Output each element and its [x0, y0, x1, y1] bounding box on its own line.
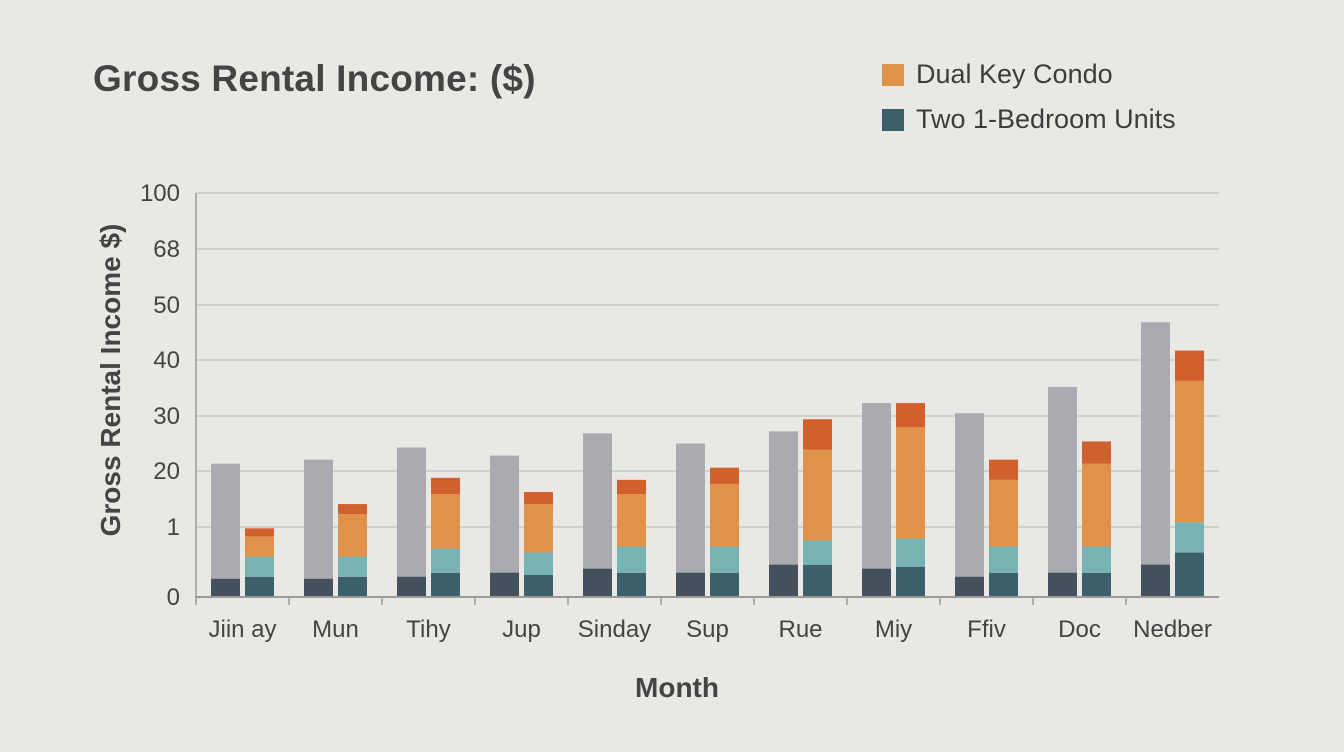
bar-orange-cap [1175, 350, 1204, 381]
bar-teal-segment [338, 556, 367, 577]
y-tick-label: 20 [153, 458, 180, 485]
bar-two-units [524, 574, 553, 597]
bar-dual-key [710, 483, 739, 547]
legend-item-two-units: Two 1-Bedroom Units [882, 97, 1176, 142]
bar-two-units [338, 576, 367, 597]
x-tick-label: Doc [1058, 616, 1101, 643]
bar-dual-key [524, 504, 553, 553]
bar-orange-cap [803, 419, 832, 450]
legend-label-dual-key: Dual Key Condo [916, 59, 1113, 89]
bar-dual-key [989, 479, 1018, 547]
gray-bar [211, 463, 240, 597]
y-tick-label: 40 [153, 347, 180, 374]
bar-two-units [617, 572, 646, 597]
legend-item-dual-key: Dual Key Condo [882, 52, 1176, 97]
gray-bar-base [955, 576, 984, 597]
gray-bar-base [211, 578, 240, 597]
y-tick-label: 1 [167, 514, 180, 541]
bar-two-units [989, 572, 1018, 597]
gray-bar [862, 403, 891, 597]
bar-orange-cap [617, 479, 646, 494]
bar-two-units [710, 572, 739, 597]
y-tick-label: 0 [167, 584, 180, 611]
gray-bar [1141, 322, 1170, 597]
bar-two-units [1175, 552, 1204, 597]
bar-dual-key [431, 493, 460, 549]
bar-teal-segment [803, 540, 832, 565]
x-tick-label: Jup [502, 616, 541, 643]
x-tick-label: Sup [686, 616, 729, 643]
bar-orange-cap [245, 528, 274, 537]
gray-bar-base [1141, 564, 1170, 597]
bar-teal-segment [431, 548, 460, 573]
bar-two-units [896, 566, 925, 597]
bar-orange-cap [896, 403, 925, 428]
gray-bar [304, 459, 333, 597]
bar-two-units [1082, 572, 1111, 597]
bar-teal-segment [896, 538, 925, 567]
legend: Dual Key Condo Two 1-Bedroom Units [882, 52, 1176, 142]
gray-bar-base [490, 572, 519, 597]
bar-teal-segment [989, 546, 1018, 573]
x-tick-label: Mun [312, 616, 359, 643]
x-tick-label: Miy [875, 616, 912, 643]
bar-dual-key [338, 514, 367, 557]
x-tick-label: Ffiv [967, 616, 1006, 643]
x-tick-label: Jiin ay [208, 616, 276, 643]
gray-bar [955, 413, 984, 597]
y-tick-label: 100 [140, 180, 180, 207]
gray-bar [397, 447, 426, 597]
bar-two-units [803, 564, 832, 597]
bar-two-units [245, 576, 274, 597]
bar-teal-segment [617, 546, 646, 573]
gray-bar-base [304, 578, 333, 597]
chart-title: Gross Rental Income: ($) [93, 58, 536, 99]
bar-dual-key [803, 449, 832, 541]
bar-teal-segment [1082, 546, 1111, 573]
x-axis: Jiin ay Mun Tihy Jup Sinday Sup Rue Miy Ffiv Doc N… [195, 193, 1219, 643]
bar-orange-cap [431, 477, 460, 494]
gray-bar-base [1048, 572, 1077, 597]
y-tick-label: 50 [153, 292, 180, 319]
y-axis-label: Gross Rental Income $) [95, 224, 126, 537]
bar-dual-key [1082, 463, 1111, 547]
bar-two-units [431, 572, 460, 597]
gray-bar-base [862, 568, 891, 597]
gray-bar [1048, 386, 1077, 597]
gray-bar-base [583, 568, 612, 597]
legend-swatch-two-units [882, 108, 904, 131]
bar-teal-segment [245, 556, 274, 577]
x-tick-label: Tihy [406, 616, 450, 643]
y-tick-label: 68 [153, 236, 180, 263]
x-tick-label: Sinday [578, 616, 651, 643]
legend-label-two-units: Two 1-Bedroom Units [916, 104, 1176, 134]
y-tick-label: 30 [153, 403, 180, 430]
bar-orange-cap [1082, 441, 1111, 464]
bar-dual-key [245, 536, 274, 557]
bar-teal-segment [524, 552, 553, 575]
x-tick-label: Nedber [1133, 616, 1212, 643]
bar-teal-segment [1175, 522, 1204, 553]
bar-dual-key [617, 493, 646, 547]
bar-orange-cap [338, 504, 367, 515]
x-axis-label: Month [635, 672, 719, 703]
bars [211, 322, 1204, 597]
gray-bar [676, 443, 705, 597]
gray-bar-base [676, 572, 705, 597]
legend-swatch-dual-key [882, 63, 904, 86]
bar-orange-cap [989, 459, 1018, 480]
bar-dual-key [896, 427, 925, 539]
gray-bar-base [769, 564, 798, 597]
bar-teal-segment [710, 546, 739, 573]
x-tick-label: Rue [778, 616, 822, 643]
bar-orange-cap [710, 467, 739, 484]
bar-dual-key [1175, 380, 1204, 523]
y-axis-ticks: 0 1 20 30 40 50 68 100 [140, 180, 180, 611]
bar-orange-cap [524, 491, 553, 505]
gray-bar-base [397, 576, 426, 597]
